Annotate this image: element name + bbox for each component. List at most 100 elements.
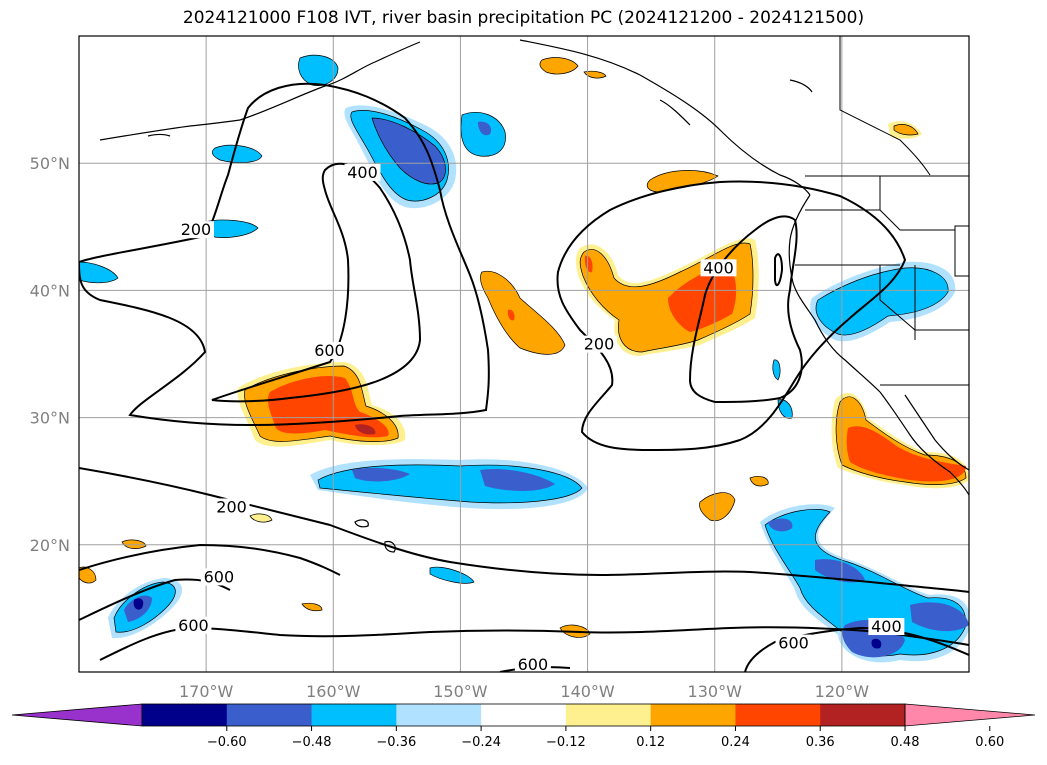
lon-tick-label: 120°W: [815, 682, 870, 701]
anomaly-negative-west-edge: [79, 261, 119, 284]
contour-label: 200: [584, 335, 615, 354]
coastline-island-b: [659, 99, 691, 126]
anomaly-negative-far-north: [298, 54, 339, 86]
state-border-wyoming: [954, 225, 969, 277]
coastline-hawaii-a: [354, 519, 369, 528]
contour-label-halo: [177, 221, 214, 239]
coastline-southeast-alaska: [519, 39, 811, 196]
latitude-tick-labels: 20°N 30°N 40°N 50°N: [30, 154, 70, 555]
contour-label: 600: [314, 341, 345, 360]
contour-label: 600: [518, 655, 549, 674]
lat-tick-label: 30°N: [30, 409, 70, 428]
colorbar-extend-min: [11, 703, 143, 727]
coastlines: [99, 39, 969, 553]
lon-tick-label: 140°W: [560, 682, 615, 701]
anomaly-negative-east-pacific-strong-c: [910, 602, 969, 632]
anomaly-positive-small-g: [249, 513, 273, 523]
colorbar-swatch: [311, 704, 397, 726]
contour-label: 600: [204, 567, 235, 586]
colorbar-swatch: [226, 704, 313, 726]
contour-label: 600: [178, 616, 209, 635]
state-border-ca-nv: [879, 265, 916, 331]
colorbar-tick-label: 0.36: [806, 735, 835, 750]
anomaly-negative-subtropical-strong-a: [352, 467, 410, 482]
colorbar-tick-label: 0.12: [636, 735, 665, 750]
lat-tick-label: 40°N: [30, 281, 70, 300]
colorbar-swatch: [650, 704, 736, 726]
longitude-tick-labels: 170°W 160°W 150°W 140°W 130°W 120°W: [179, 682, 869, 701]
map-frame: [78, 35, 970, 673]
colorbar-extend-max: [904, 703, 1036, 727]
anomaly-positive-central-red: [267, 375, 389, 438]
colorbar-swatch: [396, 704, 482, 726]
colorbar-tick-label: −0.48: [292, 735, 332, 750]
anomaly-negative-small-b: [772, 359, 781, 381]
contour-label-halo: [344, 163, 381, 181]
contour-label: 200: [181, 220, 212, 239]
anomaly-negative-north-patch: [478, 121, 492, 136]
anomaly-negative-east-pacific-strong-a: [815, 559, 865, 583]
anomaly-positive-small-f: [301, 602, 323, 612]
anomaly-negative-east-pacific-strong-d: [768, 518, 793, 532]
lat-tick-label: 20°N: [30, 536, 70, 555]
lon-tick-label: 130°W: [688, 682, 743, 701]
coastline-gulf-of-california: [904, 394, 969, 471]
anomaly-positive-north-central-red: [507, 309, 515, 321]
ivt-contour-labels: 200 400 600 200 400 200 600 600 600 600 400: [175, 163, 905, 674]
anomaly-positive-north-central: [480, 270, 566, 355]
anomaly-negative-gulf-of-alaska-strong: [371, 117, 446, 185]
contour-label-halo: [514, 656, 551, 674]
state-border-idaho: [879, 176, 955, 231]
ivt-400-contour-east: [688, 215, 803, 404]
anomaly-positive-baja-red: [846, 426, 966, 482]
coastline-hawaii-b: [384, 541, 396, 553]
anomaly-negative-east-pacific-extreme: [871, 638, 882, 649]
contour-label-halo: [175, 616, 212, 634]
contour-label-halo: [200, 568, 237, 586]
anomaly-positive-canada-core: [893, 124, 919, 136]
anomaly-positive-northeast-red: [668, 262, 737, 332]
anomaly-positive-alaska: [539, 57, 579, 75]
anomaly-positive-small-b: [749, 476, 769, 487]
colorbar-tick-label: 0.60: [975, 735, 1004, 750]
coastline-island-a: [789, 79, 813, 93]
lat-tick-label: 50°N: [30, 154, 70, 173]
contour-label: 400: [703, 258, 734, 277]
colorbar-swatch: [481, 704, 567, 726]
ivt-inner-loop-east: [774, 253, 784, 287]
contour-label-halo: [868, 618, 905, 636]
colorbar: −0.60 −0.48 −0.36 −0.24 −0.12 0.12 0.24 0.36 0.4…: [11, 703, 1036, 750]
colorbar-tick-label: −0.36: [376, 735, 416, 750]
coastline-island-c: [147, 133, 171, 137]
contour-label-halo: [311, 342, 348, 359]
anomaly-negative-western: [211, 144, 263, 163]
contour-label: 400: [347, 163, 378, 182]
ivt-200-contour-south: [79, 467, 969, 593]
ivt-200-contour-east: [556, 180, 907, 452]
contour-label-halo: [213, 498, 250, 516]
colorbar-outline: [141, 703, 906, 727]
colorbar-tick-label: −0.12: [546, 735, 586, 750]
contour-label-halo: [775, 634, 812, 652]
anomaly-positive-central-brick: [355, 424, 376, 435]
colorbar-swatch: [820, 704, 906, 726]
lon-tick-label: 170°W: [179, 682, 234, 701]
ivt-contours: [79, 82, 969, 672]
coastline-pacific-northwest: [788, 194, 881, 393]
colorbar-swatch: [142, 704, 228, 726]
colorbar-tick-label: 0.48: [891, 735, 920, 750]
anomaly-negative-southwest-extreme: [133, 598, 144, 610]
lon-tick-label: 150°W: [433, 682, 488, 701]
ivt-200-contour-west: [79, 82, 490, 427]
coastline-alaska-peninsula: [239, 41, 421, 121]
anomaly-positive-small-a: [699, 492, 736, 522]
map-title: 2024121000 F108 IVT, river basin precipi…: [182, 8, 865, 28]
colorbar-tick-label: −0.60: [207, 735, 247, 750]
colorbar-swatch: [735, 704, 821, 726]
contour-label-halo: [581, 335, 618, 353]
contour-label: 200: [216, 497, 247, 516]
coastline-aleutians: [99, 119, 241, 141]
anomaly-positive-northeast-red-small: [584, 255, 593, 273]
colorbar-swatch: [565, 704, 652, 726]
